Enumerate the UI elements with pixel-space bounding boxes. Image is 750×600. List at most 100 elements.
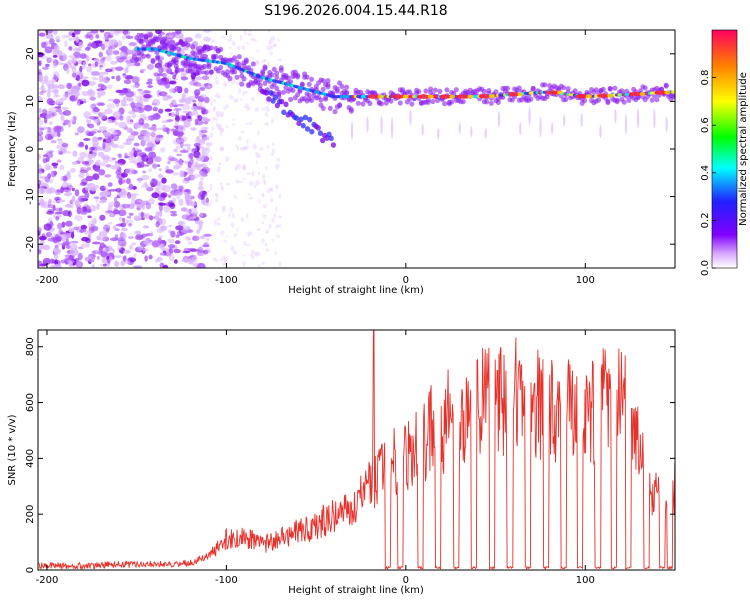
spectrogram-cell: [179, 170, 185, 178]
spectrogram-cell: [264, 112, 269, 117]
spectrogram-cell: [484, 99, 490, 105]
spectrogram-cell: [146, 141, 151, 148]
spectrogram-cell: [220, 186, 224, 192]
spectrogram-cell: [285, 75, 291, 81]
spectrogram-cell: [270, 197, 274, 203]
spectrogram-cell: [81, 90, 89, 96]
spectrogram-cell: [266, 61, 270, 67]
spectrogram-cell: [120, 260, 125, 267]
spectrogram-cell: [110, 60, 118, 65]
spectrogram-cell: [173, 104, 178, 108]
snr-xtick-label: -200: [36, 575, 59, 586]
spectrogram-cell: [97, 145, 101, 149]
spectrogram-cell: [90, 71, 100, 76]
spectrogram-cell: [112, 225, 117, 230]
spectrogram-cell: [626, 97, 632, 103]
spectrogram-cell: [138, 90, 145, 96]
spectrogram-cell: [133, 265, 143, 268]
spectrogram-cell: [173, 108, 182, 111]
spectrogram-cell: [478, 94, 491, 99]
spectrogram-cell: [122, 74, 127, 78]
spectrogram-cell: [174, 188, 178, 194]
spectrogram-cell: [234, 165, 238, 172]
spectrogram-cell: [184, 177, 191, 182]
spectrogram-cell: [607, 85, 613, 92]
spectrogram-cell: [315, 125, 321, 131]
spectrogram-cell: [223, 257, 228, 262]
spectrogram-cell: [327, 105, 333, 111]
spectrogram-cell: [194, 69, 200, 75]
spectrogram-cell: [172, 74, 177, 80]
spectrogram-cell: [270, 44, 274, 50]
spectrogram-cell: [44, 163, 51, 171]
spectrogram-cell: [243, 164, 246, 170]
spectrogram-cell: [149, 230, 154, 237]
spectrogram-cell: [101, 112, 106, 116]
spectrogram-cell: [600, 86, 606, 92]
spectrogram-cell: [103, 244, 107, 248]
spectrogram-cell: [174, 240, 181, 245]
spectrogram-cell: [266, 189, 271, 194]
spectrogram-cell: [332, 109, 338, 115]
spectrogram-cell: [56, 39, 60, 43]
spectrogram-cell: [449, 94, 456, 99]
spectrogram-cell: [128, 212, 134, 216]
spectrogram-cell: [194, 76, 203, 81]
spectrogram-cell: [173, 125, 179, 128]
spectrogram-cell: [128, 183, 134, 190]
spectrogram-cell: [262, 65, 268, 71]
spectrogram-cell: [77, 252, 83, 261]
spectrogram-cell: [119, 51, 126, 58]
spectrogram-cell: [273, 212, 277, 219]
spectrogram-cell: [92, 81, 97, 86]
spectrogram-cell: [148, 151, 157, 159]
spectrogram-cell: [128, 151, 134, 157]
spectrogram-cell: [266, 45, 271, 51]
spectrogram-cell: [196, 229, 201, 232]
spectrogram-cell: [236, 163, 241, 170]
spectrogram-cell: [218, 65, 224, 71]
spectrogram-cell: [53, 263, 61, 268]
spectrogram-cell: [99, 64, 103, 68]
spectrogram-cell: [107, 103, 115, 109]
spectrogram-cell: [150, 57, 156, 63]
spectrogram-cell: [159, 252, 168, 256]
spectrogram-cell: [73, 226, 80, 231]
spectrogram-cell: [201, 148, 206, 155]
spectrogram-cell: [264, 166, 268, 170]
spectrogram-cell: [505, 85, 511, 91]
spectrogram-cell: [115, 187, 122, 193]
spectrogram-cell: [73, 30, 81, 35]
spectrogram-cell: [380, 115, 383, 135]
spectrogram-cell: [117, 40, 123, 47]
spectrogram-cell: [129, 244, 134, 250]
spectrogram-cell: [102, 56, 106, 61]
spectrogram-cell: [629, 91, 642, 97]
spectrogram-cell: [240, 130, 244, 134]
spectrogram-cell: [99, 75, 104, 83]
spectrogram-cell: [104, 108, 113, 115]
spectrogram-cell: [190, 44, 196, 50]
spectrogram-cell: [108, 256, 113, 262]
spectrogram-cell: [114, 255, 122, 258]
spectrogram-cell: [190, 72, 197, 80]
spectrogram-cell: [268, 223, 272, 230]
spectrogram-cell: [212, 107, 216, 112]
spectrogram-cell: [262, 174, 266, 179]
spectrogram-cell: [46, 210, 55, 215]
spectrogram-cell: [255, 59, 260, 65]
spectrogram-cell: [355, 100, 361, 106]
spectrogram-cell: [158, 168, 162, 172]
spectrogram-cell: [120, 103, 129, 107]
spectrogram-cell: [144, 255, 148, 262]
spectrogram-cell: [104, 68, 113, 73]
spectrogram-cell: [126, 191, 132, 199]
spectrogram-cell: [563, 96, 569, 102]
spectrogram-cell: [235, 144, 238, 148]
spectrogram-cell: [81, 161, 90, 165]
spectrogram-cell: [219, 113, 223, 117]
spectrogram-cell: [242, 146, 248, 150]
spectrogram-cell: [205, 237, 210, 242]
spectrogram-cell: [229, 34, 233, 40]
spectrogram-cell: [66, 67, 70, 75]
